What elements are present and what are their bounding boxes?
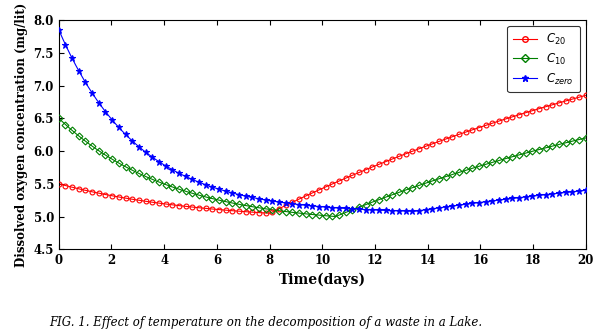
- Text: FIG. 1. Effect of temperature on the decomposition of a waste in a Lake.: FIG. 1. Effect of temperature on the dec…: [49, 316, 482, 329]
- Legend: $C_{20}$, $C_{10}$, $C_{zero}$: $C_{20}$, $C_{10}$, $C_{zero}$: [507, 26, 580, 92]
- Y-axis label: Dissolved oxygen concentration (mg/lit): Dissolved oxygen concentration (mg/lit): [15, 3, 28, 267]
- X-axis label: Time(days): Time(days): [279, 273, 366, 287]
